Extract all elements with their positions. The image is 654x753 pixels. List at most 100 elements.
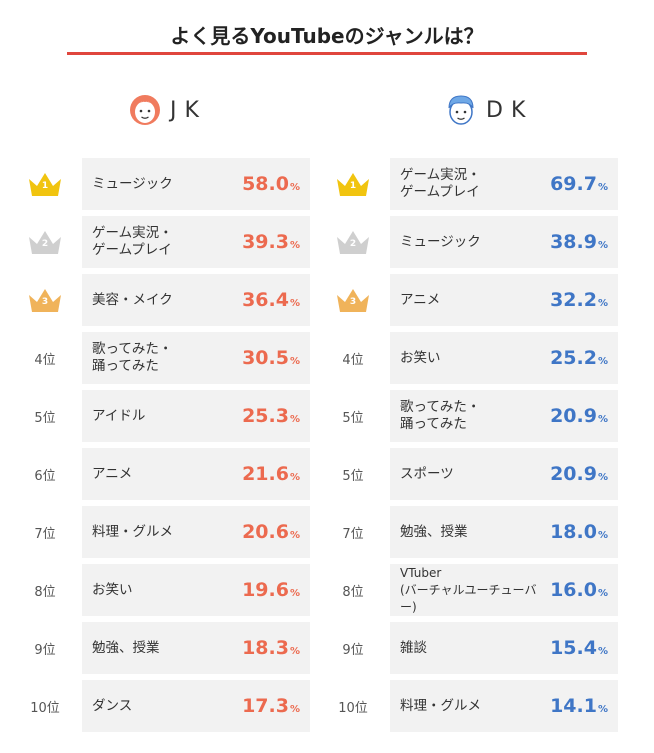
percent-unit: % <box>597 587 608 599</box>
genre-label: 歌ってみた・ 踊ってみた <box>92 341 173 374</box>
percent-unit: % <box>289 413 300 425</box>
jk-row-8: 8位 お笑い 19.6% <box>10 564 310 616</box>
jk-row-1: 1 ミュージック 58.0% <box>10 158 310 210</box>
percent-unit: % <box>597 703 608 715</box>
rank-label: 5位 <box>342 468 364 484</box>
genre-box: VTuber (バーチャルユーチューバー) 16.0% <box>390 564 618 616</box>
percent-value: 30.5% <box>242 332 300 384</box>
jk-header: JK <box>128 90 207 130</box>
jk-row-7: 7位 料理・グルメ 20.6% <box>10 506 310 558</box>
rank-label: 5位 <box>342 410 364 426</box>
boy-face-icon <box>448 95 474 125</box>
genre-box: お笑い 19.6% <box>82 564 310 616</box>
rank-cell: 4位 <box>318 332 388 384</box>
rank-cell: 5位 <box>10 390 80 442</box>
percent-value: 69.7% <box>550 158 608 210</box>
genre-label: アニメ <box>92 465 133 482</box>
jk-row-6: 6位 アニメ 21.6% <box>10 448 310 500</box>
genre-box: 勉強、授業 18.0% <box>390 506 618 558</box>
percent-unit: % <box>597 413 608 425</box>
percent-value: 18.0% <box>550 506 608 558</box>
dk-row-2: 2 ミュージック 38.9% <box>318 216 618 268</box>
jk-row-2: 2 ゲーム実況・ ゲームプレイ 39.3% <box>10 216 310 268</box>
percent-number: 25.2 <box>550 347 597 369</box>
dk-row-10: 10位 料理・グルメ 14.1% <box>318 680 618 732</box>
rank-label: 9位 <box>34 642 56 658</box>
rank-cell: 1 <box>10 158 80 210</box>
percent-value: 17.3% <box>242 680 300 732</box>
percent-value: 25.3% <box>242 390 300 442</box>
dk-row-8: 8位 VTuber (バーチャルユーチューバー) 16.0% <box>318 564 618 616</box>
dk-row-5: 5位 歌ってみた・ 踊ってみた 20.9% <box>318 390 618 442</box>
percent-unit: % <box>289 181 300 193</box>
percent-number: 17.3 <box>242 695 289 717</box>
percent-unit: % <box>289 645 300 657</box>
percent-number: 38.9 <box>550 231 597 253</box>
genre-box: 勉強、授業 18.3% <box>82 622 310 674</box>
genre-label: スポーツ <box>400 465 454 482</box>
dk-label: DK <box>486 97 534 123</box>
jk-row-9: 9位 勉強、授業 18.3% <box>10 622 310 674</box>
percent-unit: % <box>289 355 300 367</box>
genre-label: アイドル <box>92 407 146 424</box>
genre-label: 雑談 <box>400 639 427 656</box>
rank-cell: 7位 <box>318 506 388 558</box>
percent-number: 30.5 <box>242 347 289 369</box>
dk-row-7: 7位 勉強、授業 18.0% <box>318 506 618 558</box>
rank-cell: 10位 <box>10 680 80 732</box>
genre-box: ゲーム実況・ ゲームプレイ 69.7% <box>390 158 618 210</box>
rank-cell: 1 <box>318 158 388 210</box>
percent-value: 20.9% <box>550 448 608 500</box>
genre-box: お笑い 25.2% <box>390 332 618 384</box>
percent-unit: % <box>597 239 608 251</box>
genre-label: 勉強、授業 <box>92 639 160 656</box>
genre-label: お笑い <box>400 349 441 366</box>
genre-box: 歌ってみた・ 踊ってみた 20.9% <box>390 390 618 442</box>
percent-unit: % <box>597 529 608 541</box>
jk-row-5: 5位 アイドル 25.3% <box>10 390 310 442</box>
percent-unit: % <box>597 181 608 193</box>
percent-number: 39.3 <box>242 231 289 253</box>
percent-number: 32.2 <box>550 289 597 311</box>
bronze-crown-icon: 3 <box>334 285 372 315</box>
genre-box: ゲーム実況・ ゲームプレイ 39.3% <box>82 216 310 268</box>
percent-number: 19.6 <box>242 579 289 601</box>
percent-value: 32.2% <box>550 274 608 326</box>
percent-unit: % <box>597 297 608 309</box>
percent-unit: % <box>289 239 300 251</box>
percent-unit: % <box>289 297 300 309</box>
genre-box: 料理・グルメ 14.1% <box>390 680 618 732</box>
chart-title: よく見るYouTubeのジャンルは？ <box>170 24 484 48</box>
percent-number: 16.0 <box>550 579 597 601</box>
genre-label: ダンス <box>92 697 133 714</box>
genre-box: 美容・メイク 36.4% <box>82 274 310 326</box>
genre-box: アイドル 25.3% <box>82 390 310 442</box>
genre-box: ダンス 17.3% <box>82 680 310 732</box>
rank-label: 8位 <box>342 584 364 600</box>
rank-cell: 3 <box>318 274 388 326</box>
crown-rank-number: 2 <box>41 239 49 249</box>
crown-rank-number: 3 <box>41 297 49 307</box>
percent-value: 58.0% <box>242 158 300 210</box>
genre-box: 料理・グルメ 20.6% <box>82 506 310 558</box>
crown-rank-number: 2 <box>349 239 357 249</box>
jk-label: JK <box>170 97 207 123</box>
rank-label: 8位 <box>34 584 56 600</box>
genre-label: 料理・グルメ <box>400 697 481 714</box>
genre-box: 歌ってみた・ 踊ってみた 30.5% <box>82 332 310 384</box>
genre-label: ゲーム実況・ ゲームプレイ <box>92 225 173 258</box>
title-underline <box>67 52 587 55</box>
jk-row-3: 3 美容・メイク 36.4% <box>10 274 310 326</box>
rank-label: 4位 <box>34 352 56 368</box>
rank-cell: 5位 <box>318 390 388 442</box>
rank-cell: 7位 <box>10 506 80 558</box>
genre-label: VTuber (バーチャルユーチューバー) <box>400 565 537 614</box>
percent-value: 20.6% <box>242 506 300 558</box>
dk-row-3: 3 アニメ 32.2% <box>318 274 618 326</box>
rank-label: 7位 <box>342 526 364 542</box>
crown-rank-number: 3 <box>349 297 357 307</box>
percent-value: 20.9% <box>550 390 608 442</box>
rank-cell: 5位 <box>318 448 388 500</box>
genre-box: 雑談 15.4% <box>390 622 618 674</box>
bronze-crown-icon: 3 <box>26 285 64 315</box>
